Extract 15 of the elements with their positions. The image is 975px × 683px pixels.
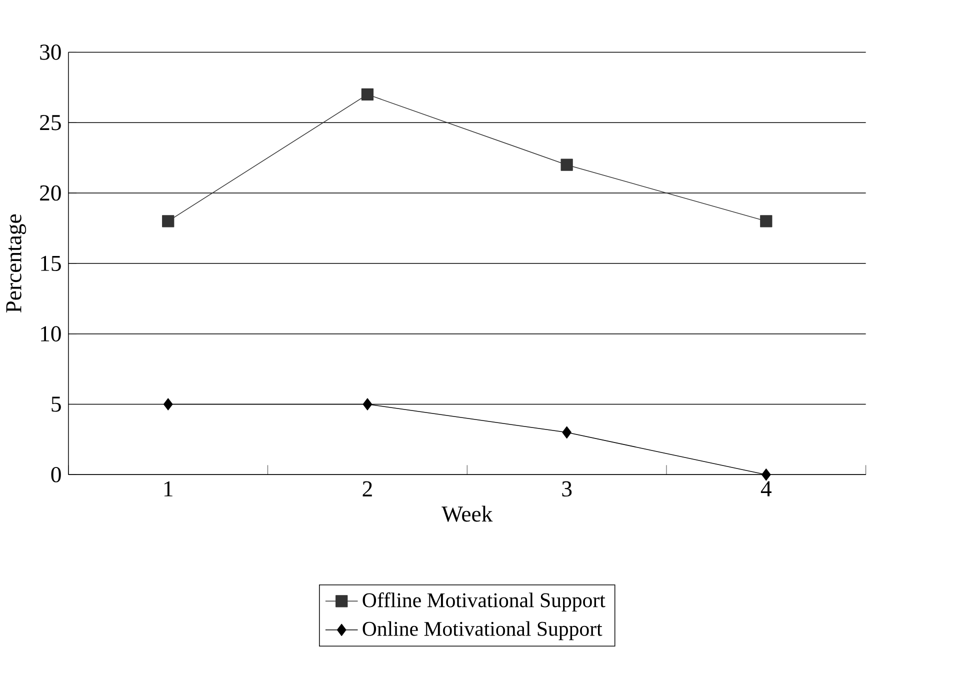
x-tick-label: 4 (760, 482, 772, 496)
y-axis-title: Percentage (6, 214, 26, 313)
y-tick-label: 5 (52, 396, 61, 412)
legend-label: Online Motivational Support (362, 622, 602, 640)
x-tick-label: 3 (562, 482, 572, 497)
y-tick-label: 25 (40, 115, 61, 130)
x-tick-label: 1 (164, 482, 172, 497)
y-tick-label: 15 (41, 256, 61, 272)
y-tick-label: 30 (40, 44, 61, 60)
y-tick-label: 0 (51, 467, 61, 483)
x-axis-title: Week (442, 506, 493, 522)
legend-label: Offline Motivational Support (362, 592, 606, 612)
y-tick-label: 20 (40, 186, 61, 201)
x-tick-label: 2 (362, 482, 372, 497)
y-tick-label: 10 (41, 326, 61, 342)
